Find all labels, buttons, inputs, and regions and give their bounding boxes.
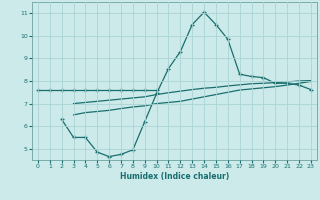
- X-axis label: Humidex (Indice chaleur): Humidex (Indice chaleur): [120, 172, 229, 181]
